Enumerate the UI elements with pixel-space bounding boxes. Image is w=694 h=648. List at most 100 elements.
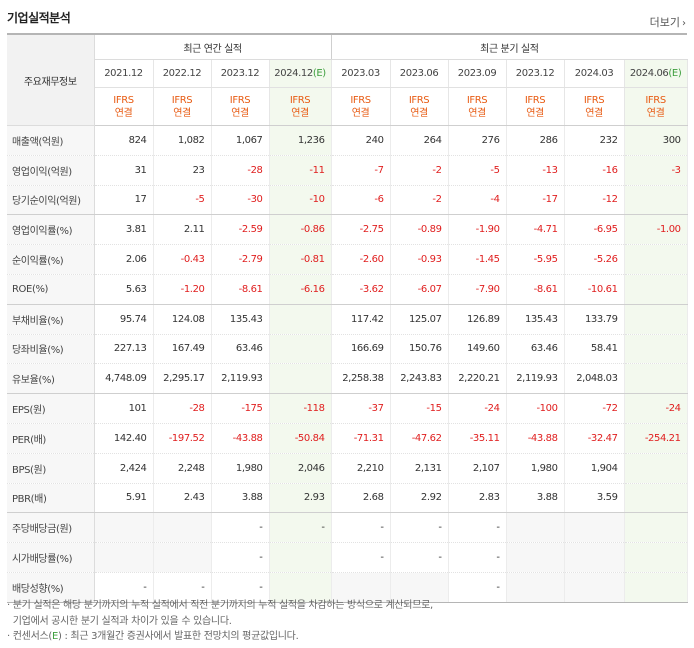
basis-ifrs-consolidated: IFRS 연결 <box>390 87 449 126</box>
table-cell: -30 <box>211 185 270 216</box>
table-cell: -6 <box>330 185 391 216</box>
table-cell: 264 <box>390 125 449 156</box>
period-header: 2024.03 <box>564 59 625 88</box>
period-header: 2023.12 <box>211 59 270 88</box>
table-cell: 1,082 <box>153 125 212 156</box>
table-cell: 1,980 <box>211 453 270 484</box>
footnote-1: · 분기 실적은 해당 분기까지의 누적 실적에서 직전 분기까지의 누적 실적… <box>7 600 433 611</box>
table-cell: -24 <box>448 393 507 424</box>
table-cell: -8.61 <box>211 274 270 305</box>
table-cell: -3.62 <box>330 274 391 305</box>
table-cell: 1,980 <box>506 453 565 484</box>
table-cell: 2,424 <box>94 453 154 484</box>
table-cell: -100 <box>506 393 565 424</box>
table-cell: -0.43 <box>153 244 212 275</box>
table-row: 당기순이익(억원) 17 -5 -30 -10 -6 -2 -4 -17 -12 <box>7 185 688 216</box>
table-cell: 286 <box>506 125 565 156</box>
table-cell: 2,258.38 <box>330 363 391 395</box>
table-cell: 58.41 <box>564 334 625 365</box>
table-cell: -16 <box>564 155 625 186</box>
table-cell: -17 <box>506 185 565 216</box>
table-cell: 125.07 <box>390 304 449 335</box>
table-cell: 135.43 <box>506 304 565 335</box>
row-label: 매출액(억원) <box>7 125 95 156</box>
table-cell: -8.61 <box>506 274 565 305</box>
table-cell: 2,119.93 <box>211 363 270 395</box>
table-cell: 3.59 <box>564 483 625 514</box>
table-row: 배당성향(%) - - - - <box>7 572 688 603</box>
table-cell: 2,048.03 <box>564 363 625 395</box>
table-cell: -5 <box>448 155 507 186</box>
table-cell: - <box>330 512 391 544</box>
table-cell: 2.83 <box>448 483 507 514</box>
table-cell <box>269 363 332 395</box>
period-header: 2023.12 <box>506 59 565 88</box>
basis-ifrs-consolidated: IFRS 연결 <box>153 87 212 126</box>
table-cell: 2.06 <box>94 244 154 275</box>
table-cell <box>564 512 625 544</box>
table-cell <box>269 334 332 365</box>
table-cell: 227.13 <box>94 334 154 365</box>
table-row: BPS(원) 2,424 2,248 1,980 2,046 2,210 2,131 2,10… <box>7 453 688 484</box>
row-label: 영업이익(억원) <box>7 155 95 186</box>
table-cell: -4 <box>448 185 507 216</box>
table-cell: -35.11 <box>448 423 507 454</box>
table-row: 순이익률(%) 2.06 -0.43 -2.79 -0.81 -2.60 -0.93 -1.4… <box>7 244 688 275</box>
table-cell: 5.63 <box>94 274 154 305</box>
footnote-1-cont: 기업에서 공시한 분기 실적과 차이가 있을 수 있습니다. <box>12 615 232 627</box>
basis-ifrs-consolidated: IFRS 연결 <box>564 87 625 126</box>
row-label: EPS(원) <box>7 393 95 424</box>
table-cell: - <box>448 512 507 544</box>
row-label: PER(배) <box>7 423 95 454</box>
table-cell <box>94 542 154 573</box>
table-cell: -118 <box>269 393 332 424</box>
table-cell: -0.93 <box>390 244 449 275</box>
table-cell: - <box>153 572 212 603</box>
table-cell: 63.46 <box>211 334 270 365</box>
period-header: 2021.12 <box>94 59 154 88</box>
table-cell <box>624 542 688 573</box>
table-cell: - <box>269 512 332 544</box>
more-label: 더보기 <box>649 16 680 29</box>
period-header: 2024.12(E) <box>269 59 332 88</box>
table-cell <box>269 304 332 335</box>
row-label: 당좌비율(%) <box>7 334 95 365</box>
row-label: ROE(%) <box>7 274 95 305</box>
table-cell: -5.26 <box>564 244 625 275</box>
table-cell: -47.62 <box>390 423 449 454</box>
table-cell: 276 <box>448 125 507 156</box>
more-link[interactable]: 더보기 › <box>650 14 686 30</box>
table-cell: - <box>330 542 391 573</box>
table-cell: -2.75 <box>330 214 391 246</box>
table-cell <box>624 572 688 603</box>
table-cell: 126.89 <box>448 304 507 335</box>
table-cell: - <box>448 572 507 603</box>
table-cell: 1,067 <box>211 125 270 156</box>
table-cell: -10.61 <box>564 274 625 305</box>
table-cell: -12 <box>564 185 625 216</box>
table-cell: -2.79 <box>211 244 270 275</box>
table-row: 부채비율(%) 95.74 124.08 135.43 117.42 125.07 126.… <box>7 304 688 335</box>
table-cell: -32.47 <box>564 423 625 454</box>
table-cell <box>153 512 212 544</box>
table-cell: 167.49 <box>153 334 212 365</box>
basis-ifrs-consolidated: IFRS 연결 <box>94 87 154 126</box>
table-cell: -1.00 <box>624 214 688 246</box>
table-row: EPS(원) 101 -28 -175 -118 -37 -15 -24 -100 -72 -24 <box>7 393 688 424</box>
table-cell <box>624 274 688 305</box>
group-annual: 최근 연간 실적 <box>94 34 332 60</box>
table-cell <box>269 542 332 573</box>
table-cell: -50.84 <box>269 423 332 454</box>
table-cell: -1.45 <box>448 244 507 275</box>
table-cell <box>153 542 212 573</box>
table-cell <box>564 572 625 603</box>
table-cell: -0.81 <box>269 244 332 275</box>
table-cell: - <box>390 542 449 573</box>
table-row: 영업이익률(%) 3.81 2.11 -2.59 -0.86 -2.75 -0.89 -1.9… <box>7 214 688 246</box>
basis-ifrs-consolidated: IFRS 연결 <box>330 87 391 126</box>
row-label: 유보율(%) <box>7 363 95 395</box>
table-cell: 2,046 <box>269 453 332 484</box>
period-header: 2023.09 <box>448 59 507 88</box>
section-title: 기업실적분석 <box>7 11 71 25</box>
